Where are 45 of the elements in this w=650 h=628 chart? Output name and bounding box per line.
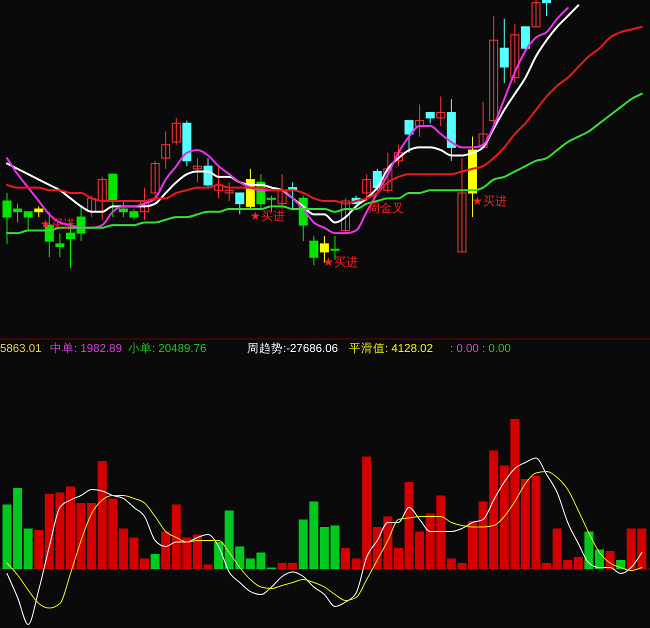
bar bbox=[574, 557, 583, 569]
bar bbox=[626, 528, 636, 569]
candlestick bbox=[278, 174, 287, 210]
candlestick bbox=[436, 96, 446, 126]
candlestick bbox=[394, 144, 403, 167]
text: 5863.01 bbox=[0, 343, 42, 355]
candlestick bbox=[55, 232, 64, 258]
bar bbox=[298, 520, 308, 569]
annotation: ★买进 bbox=[323, 255, 358, 269]
candlestick bbox=[34, 206, 44, 218]
text: 平滑值: 4128.02 bbox=[349, 342, 433, 355]
candlestick bbox=[150, 160, 160, 202]
candlestick bbox=[489, 16, 498, 124]
candlestick bbox=[510, 24, 520, 84]
text: 周趋势:-27686.06 bbox=[247, 342, 338, 355]
annotation: ★买进 bbox=[250, 209, 285, 223]
candlestick bbox=[204, 158, 213, 188]
candlestick bbox=[341, 198, 350, 234]
candlestick bbox=[309, 235, 318, 266]
text: 小单: 20489.76 bbox=[128, 342, 206, 355]
candlestick bbox=[140, 187, 150, 220]
text: : 0.00 bbox=[482, 343, 511, 355]
bar bbox=[150, 554, 160, 569]
text: : 0.00 bbox=[450, 343, 479, 355]
candlestick bbox=[383, 152, 392, 194]
bar bbox=[34, 530, 44, 569]
annotation: ★买进 bbox=[472, 194, 507, 208]
candlestick bbox=[404, 120, 414, 154]
candlestick bbox=[532, 0, 540, 28]
candlestick bbox=[415, 104, 424, 138]
candlestick bbox=[457, 158, 466, 252]
candlestick bbox=[192, 158, 202, 183]
annotation: 周金叉 bbox=[368, 201, 404, 215]
text: 中单: 1982.89 bbox=[50, 342, 122, 355]
candlestick bbox=[362, 174, 372, 202]
bar bbox=[161, 532, 170, 569]
candlestick bbox=[426, 112, 435, 124]
candlestick bbox=[520, 26, 530, 52]
candlestick bbox=[172, 117, 181, 146]
candlestick bbox=[161, 130, 170, 170]
candlestick bbox=[235, 192, 244, 215]
bar bbox=[637, 528, 646, 569]
candlestick bbox=[500, 18, 509, 84]
candlestick bbox=[478, 101, 488, 148]
candlestick bbox=[542, 0, 552, 17]
